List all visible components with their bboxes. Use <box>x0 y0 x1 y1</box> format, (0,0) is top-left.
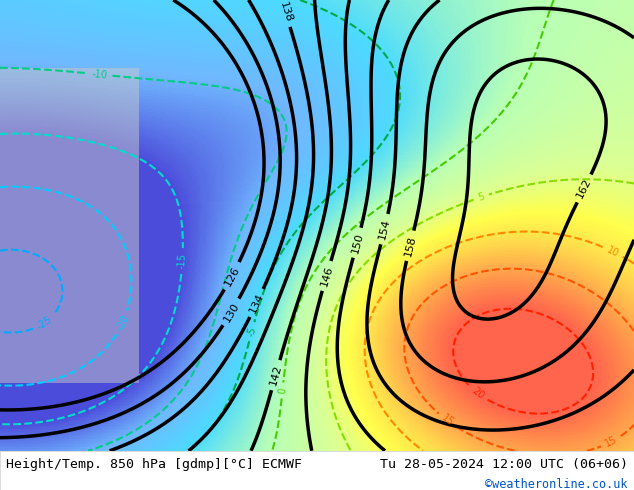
Text: 15: 15 <box>439 413 455 428</box>
Text: -10: -10 <box>91 69 108 80</box>
Text: Height/Temp. 850 hPa [gdmp][°C] ECMWF: Height/Temp. 850 hPa [gdmp][°C] ECMWF <box>6 458 302 471</box>
Text: 158: 158 <box>403 234 417 257</box>
Text: -15: -15 <box>177 253 188 269</box>
Text: -25: -25 <box>35 314 54 331</box>
Text: 15: 15 <box>604 435 619 449</box>
Text: 20: 20 <box>470 386 486 401</box>
Text: ©weatheronline.co.uk: ©weatheronline.co.uk <box>485 478 628 490</box>
Text: Tu 28-05-2024 12:00 UTC (06+06): Tu 28-05-2024 12:00 UTC (06+06) <box>380 458 628 471</box>
Text: -20: -20 <box>115 314 131 332</box>
Text: 126: 126 <box>223 264 242 288</box>
Text: 150: 150 <box>350 231 365 254</box>
Text: -5: -5 <box>246 326 258 338</box>
Text: 0: 0 <box>277 387 288 394</box>
Text: 138: 138 <box>278 0 294 24</box>
Text: 5: 5 <box>477 191 486 203</box>
Text: 134: 134 <box>248 292 266 315</box>
Text: 146: 146 <box>319 265 334 288</box>
Text: 10: 10 <box>605 245 621 259</box>
Text: 162: 162 <box>575 177 593 200</box>
Text: 154: 154 <box>377 218 392 241</box>
FancyBboxPatch shape <box>0 451 634 490</box>
Text: 142: 142 <box>268 364 283 387</box>
Text: 130: 130 <box>221 300 241 324</box>
FancyBboxPatch shape <box>0 68 139 383</box>
